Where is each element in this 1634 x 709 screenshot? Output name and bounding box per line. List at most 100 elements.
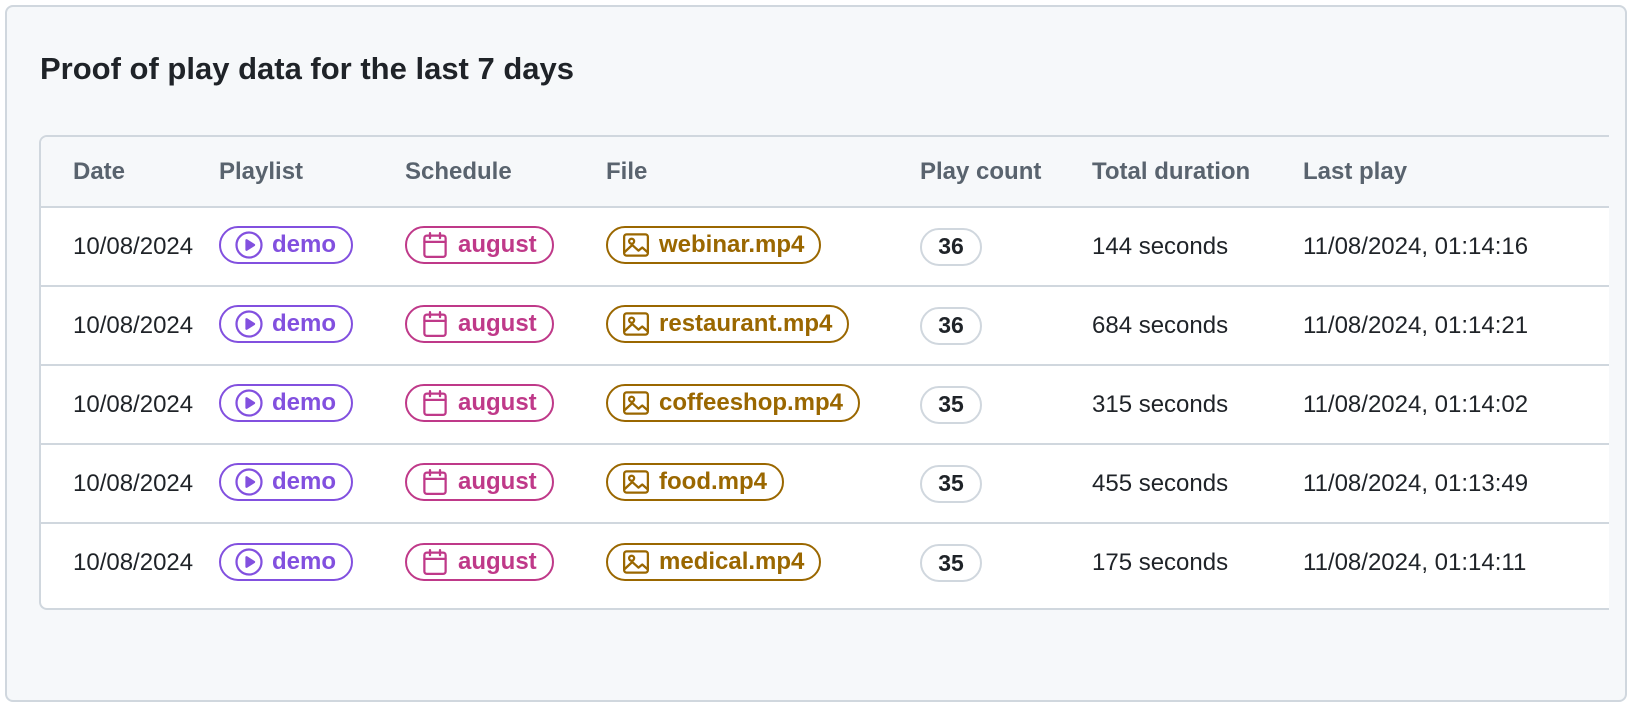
- schedule-cell: august: [405, 285, 606, 365]
- playlist-link[interactable]: demo: [219, 226, 354, 264]
- table-header: Date Playlist Schedule File Play count T…: [41, 137, 1609, 208]
- schedule-label: august: [458, 468, 537, 495]
- play-count-cell: 36: [920, 207, 1092, 286]
- schedule-label: august: [458, 310, 537, 337]
- date-cell: 10/08/2024: [41, 522, 219, 602]
- playlist-cell: demo: [219, 285, 405, 365]
- playlist-label: demo: [272, 468, 337, 495]
- file-cell: webinar.mp4: [606, 207, 920, 286]
- schedule-cell: august: [405, 207, 606, 286]
- schedule-link[interactable]: august: [405, 463, 554, 501]
- total-duration-value: 684 seconds: [1092, 311, 1229, 339]
- image-icon: [623, 312, 649, 336]
- total-duration-cell: 684 seconds: [1092, 285, 1303, 365]
- last-play-cell: 11/08/2024, 01:14:21: [1303, 285, 1609, 365]
- schedule-cell: august: [405, 364, 606, 444]
- schedule-link[interactable]: august: [405, 542, 554, 581]
- calendar-icon: [423, 548, 447, 575]
- playlist-label: demo: [272, 389, 337, 416]
- file-label: webinar.mp4: [659, 231, 805, 258]
- column-header-schedule: Schedule: [405, 137, 606, 208]
- playlist-link[interactable]: demo: [219, 542, 354, 581]
- schedule-link[interactable]: august: [405, 226, 554, 264]
- last-play-value: 11/08/2024, 01:14:11: [1303, 549, 1527, 576]
- play-circle-icon: [235, 389, 263, 417]
- total-duration-value: 455 seconds: [1092, 469, 1229, 497]
- file-cell: restaurant.mp4: [606, 285, 920, 365]
- file-cell: food.mp4: [606, 443, 920, 523]
- total-duration-cell: 455 seconds: [1092, 443, 1303, 523]
- playlist-link[interactable]: demo: [219, 463, 354, 501]
- calendar-icon: [423, 390, 447, 416]
- schedule-link[interactable]: august: [405, 384, 554, 422]
- play-circle-icon: [235, 310, 263, 338]
- schedule-link[interactable]: august: [405, 305, 554, 343]
- last-play-value: 11/08/2024, 01:14:21: [1303, 311, 1529, 339]
- column-header-file: File: [606, 137, 920, 208]
- file-cell: coffeeshop.mp4: [606, 364, 920, 444]
- file-link[interactable]: webinar.mp4: [606, 226, 822, 264]
- table-row: 10/08/2024 demo august: [41, 443, 1609, 523]
- image-icon: [623, 233, 649, 257]
- schedule-label: august: [458, 389, 537, 416]
- last-play-cell: 11/08/2024, 01:13:49: [1303, 443, 1609, 523]
- play-count-badge: 36: [920, 227, 982, 266]
- playlist-link[interactable]: demo: [219, 305, 354, 343]
- play-count-badge: 35: [920, 385, 982, 424]
- play-count-badge: 36: [920, 306, 982, 345]
- table-row: 10/08/2024 demo august: [41, 364, 1609, 444]
- schedule-cell: august: [405, 443, 606, 523]
- total-duration-value: 144 seconds: [1092, 232, 1229, 260]
- playlist-link[interactable]: demo: [219, 384, 354, 422]
- image-icon: [623, 470, 649, 494]
- total-duration-value: 315 seconds: [1092, 390, 1229, 418]
- playlist-cell: demo: [219, 207, 405, 286]
- date-value: 10/08/2024: [73, 311, 194, 339]
- table-header-row: Date Playlist Schedule File Play count T…: [41, 137, 1609, 208]
- date-cell: 10/08/2024: [41, 285, 219, 365]
- calendar-icon: [423, 232, 447, 258]
- table-row: 10/08/2024 demo august: [41, 285, 1609, 365]
- proof-of-play-table: Date Playlist Schedule File Play count T…: [41, 137, 1609, 602]
- playlist-label: demo: [272, 231, 337, 258]
- playlist-label: demo: [272, 310, 337, 337]
- table-body: 10/08/2024 demo august: [41, 207, 1609, 602]
- play-count-cell: 35: [920, 443, 1092, 523]
- column-header-last-play: Last play: [1303, 137, 1609, 208]
- total-duration-value: 175 seconds: [1092, 549, 1229, 576]
- play-circle-icon: [235, 231, 263, 259]
- file-link[interactable]: medical.mp4: [606, 542, 822, 581]
- file-link[interactable]: food.mp4: [606, 463, 784, 501]
- playlist-cell: demo: [219, 522, 405, 602]
- date-cell: 10/08/2024: [41, 207, 219, 286]
- date-value: 10/08/2024: [73, 469, 194, 497]
- file-link[interactable]: restaurant.mp4: [606, 305, 850, 343]
- date-cell: 10/08/2024: [41, 443, 219, 523]
- proof-of-play-panel: Proof of play data for the last 7 days D…: [5, 5, 1627, 702]
- playlist-label: demo: [272, 547, 337, 575]
- play-circle-icon: [235, 468, 263, 496]
- last-play-cell: 11/08/2024, 01:14:16: [1303, 207, 1609, 286]
- calendar-icon: [423, 469, 447, 495]
- last-play-cell: 11/08/2024, 01:14:02: [1303, 364, 1609, 444]
- playlist-cell: demo: [219, 443, 405, 523]
- total-duration-cell: 315 seconds: [1092, 364, 1303, 444]
- date-value: 10/08/2024: [73, 232, 194, 260]
- file-label: coffeeshop.mp4: [659, 389, 844, 416]
- file-label: food.mp4: [659, 468, 767, 495]
- date-value: 10/08/2024: [73, 390, 194, 418]
- proof-of-play-table-container[interactable]: Date Playlist Schedule File Play count T…: [39, 135, 1609, 610]
- schedule-cell: august: [405, 522, 606, 602]
- last-play-cell: 11/08/2024, 01:14:11: [1303, 522, 1609, 602]
- play-count-badge: 35: [920, 464, 982, 503]
- schedule-label: august: [458, 547, 537, 575]
- file-link[interactable]: coffeeshop.mp4: [606, 384, 861, 422]
- play-count-cell: 36: [920, 285, 1092, 365]
- image-icon: [623, 549, 649, 574]
- schedule-label: august: [458, 231, 537, 258]
- file-label: restaurant.mp4: [659, 310, 833, 337]
- table-row: 10/08/2024 demo august: [41, 207, 1609, 286]
- play-count-cell: 35: [920, 522, 1092, 602]
- last-play-value: 11/08/2024, 01:14:16: [1303, 232, 1529, 260]
- file-label: medical.mp4: [659, 547, 805, 575]
